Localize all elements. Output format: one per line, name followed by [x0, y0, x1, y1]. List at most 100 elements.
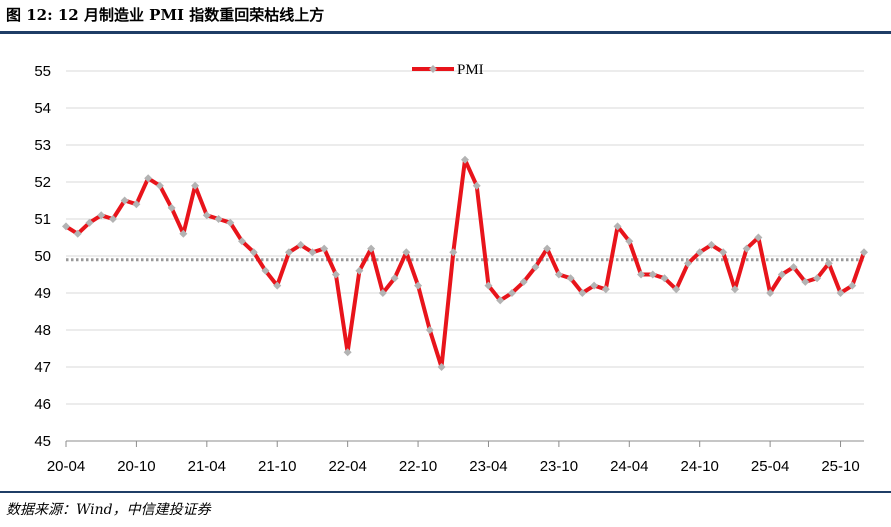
data-point — [214, 215, 223, 223]
data-point — [742, 244, 751, 253]
data-point — [672, 285, 681, 294]
x-axis: 20-04 20-10 21-04 21-10 22-04 22-10 23-04 23-10… — [47, 440, 864, 475]
x-tick-label-23-10: 23-10 — [540, 458, 578, 475]
y-tick-label-49: 49 — [34, 285, 51, 302]
y-tick-label-52: 52 — [34, 174, 51, 191]
grid-lines — [66, 70, 864, 405]
data-point — [566, 274, 575, 283]
y-tick-label-50: 50 — [34, 248, 51, 265]
data-point — [848, 281, 857, 290]
data-point — [273, 281, 282, 290]
data-point — [390, 274, 399, 283]
data-source-note: 数据来源：Wind，中信建投证券 — [6, 502, 211, 518]
data-point — [179, 229, 188, 238]
data-point — [484, 281, 493, 290]
data-point — [308, 248, 317, 257]
x-tick-label-22-10: 22-10 — [399, 458, 437, 475]
y-tick-label-47: 47 — [34, 359, 51, 376]
data-point — [402, 248, 411, 257]
data-point — [707, 240, 716, 249]
y-tick-label-54: 54 — [34, 100, 51, 117]
x-tick-label-25-04: 25-04 — [751, 458, 789, 475]
data-point — [202, 211, 211, 220]
data-point — [601, 285, 610, 294]
series-line-pmi — [64, 157, 866, 369]
x-tick-label-23-04: 23-04 — [469, 458, 507, 475]
data-point — [660, 274, 669, 283]
data-point — [613, 222, 622, 231]
legend: PMI — [412, 62, 484, 78]
legend-marker-pmi — [429, 65, 437, 73]
data-point — [578, 289, 587, 297]
data-point — [155, 181, 164, 190]
data-point — [85, 218, 94, 227]
data-point — [860, 248, 868, 257]
data-point — [543, 244, 552, 253]
y-axis: 45 46 47 48 49 50 51 52 53 54 55 — [34, 63, 51, 450]
x-tick-label-24-04: 24-04 — [610, 458, 648, 475]
y-tick-label-45: 45 — [34, 433, 51, 450]
y-tick-label-55: 55 — [34, 63, 51, 80]
data-point — [226, 218, 235, 227]
data-point — [730, 285, 739, 294]
data-point — [249, 248, 258, 257]
legend-label-pmi: PMI — [457, 62, 484, 78]
data-point — [414, 281, 423, 290]
y-tick-label-51: 51 — [34, 211, 51, 228]
title-divider — [0, 31, 891, 34]
data-point — [296, 240, 305, 249]
data-point — [637, 270, 646, 279]
pmi-line-chart: 45 46 47 48 49 50 51 52 53 54 55 20-04 20-10 21-04 21… — [34, 62, 868, 475]
data-point — [437, 363, 446, 371]
data-point — [238, 237, 247, 246]
data-point — [754, 233, 763, 242]
data-point — [425, 326, 434, 334]
data-point — [62, 222, 70, 231]
data-point — [73, 229, 82, 238]
data-point — [824, 259, 833, 268]
data-point — [367, 244, 376, 253]
data-point — [590, 281, 599, 290]
data-point — [531, 263, 540, 272]
data-point — [97, 211, 106, 220]
data-point — [836, 289, 845, 297]
data-point — [766, 289, 775, 297]
data-point — [801, 277, 810, 286]
x-tick-label-20-10: 20-10 — [117, 458, 155, 475]
data-point — [355, 266, 364, 275]
y-tick-label-46: 46 — [34, 396, 51, 413]
data-point — [284, 248, 293, 257]
chart-title: 图 12: 12 月制造业 PMI 指数重回荣枯线上方 — [6, 6, 325, 24]
data-point — [108, 215, 117, 223]
data-point — [343, 348, 352, 357]
data-point — [461, 155, 469, 164]
data-point — [449, 248, 458, 257]
data-point — [320, 244, 329, 253]
x-tick-label-21-04: 21-04 — [188, 458, 226, 475]
series-group — [62, 155, 868, 371]
y-tick-label-53: 53 — [34, 137, 51, 154]
x-tick-label-20-04: 20-04 — [47, 458, 85, 475]
data-point — [144, 174, 153, 183]
x-tick-label-21-10: 21-10 — [258, 458, 296, 475]
data-point — [120, 196, 129, 205]
data-point — [554, 270, 563, 279]
data-point — [496, 296, 505, 305]
y-tick-label-48: 48 — [34, 322, 51, 339]
data-point — [648, 270, 657, 279]
data-point — [719, 248, 728, 257]
data-point — [683, 259, 692, 268]
x-tick-label-22-04: 22-04 — [328, 458, 366, 475]
data-point — [191, 181, 200, 190]
x-tick-label-24-10: 24-10 — [681, 458, 719, 475]
data-point — [813, 274, 822, 283]
x-tick-label-25-10: 25-10 — [821, 458, 859, 475]
data-point — [331, 270, 340, 279]
data-point — [695, 248, 704, 257]
data-point — [507, 289, 516, 297]
footer-divider — [0, 491, 891, 493]
data-point — [167, 203, 176, 212]
data-point — [519, 277, 528, 286]
data-point — [261, 266, 270, 275]
data-point — [472, 181, 481, 190]
